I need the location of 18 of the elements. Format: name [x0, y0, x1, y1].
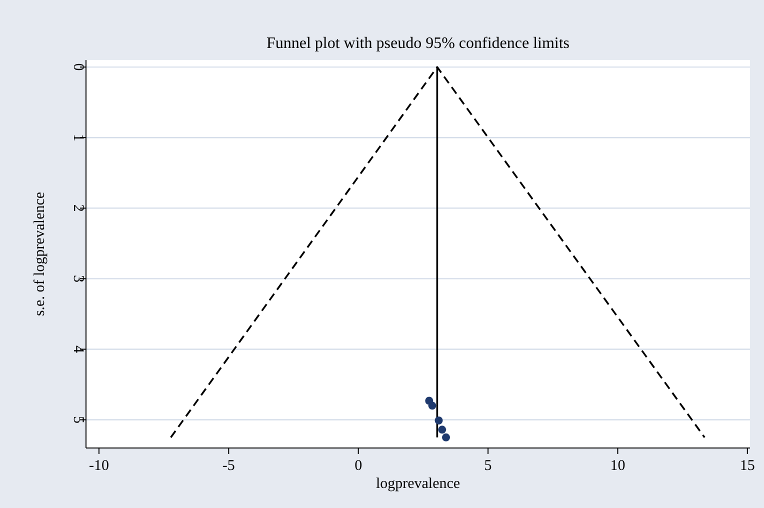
- chart-title: Funnel plot with pseudo 95% confidence limits: [266, 35, 570, 52]
- y-tick-label: 0: [70, 63, 86, 71]
- point: [428, 402, 436, 410]
- x-tick-label: -5: [222, 458, 235, 474]
- point: [442, 433, 450, 442]
- x-tick-label: 15: [740, 458, 755, 474]
- point: [438, 426, 446, 434]
- point: [434, 416, 443, 424]
- x-tick-label: 5: [484, 458, 492, 474]
- x-tick-label: 10: [610, 458, 626, 474]
- y-tick-label: 4: [70, 345, 86, 354]
- x-axis-title: logprevalence: [376, 476, 460, 492]
- x-tick-label: -10: [88, 458, 109, 474]
- y-tick-label: 2: [70, 204, 86, 212]
- y-axis-title: s.e. of logprevalence: [32, 192, 48, 316]
- y-tick-label: 5: [70, 416, 86, 424]
- x-tick-label: 0: [354, 458, 362, 474]
- y-tick-label: 3: [70, 274, 86, 282]
